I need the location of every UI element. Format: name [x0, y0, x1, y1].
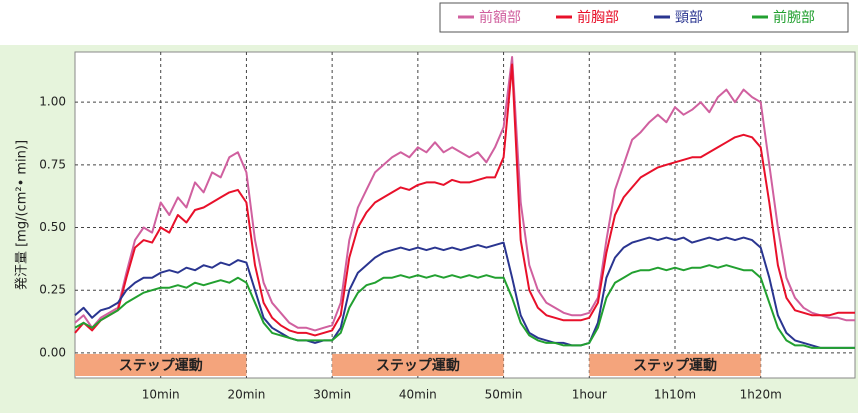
plot-area [74, 51, 856, 379]
legend-label: 前額部 [479, 9, 521, 26]
exercise-label: ステップ運動 [119, 357, 203, 374]
legend-label: 前胸部 [577, 9, 619, 26]
y-tick-label: 0.75 [39, 157, 66, 171]
legend-label: 頸部 [675, 10, 703, 26]
x-tick-label: 40min [399, 388, 437, 402]
exercise-label: ステップ運動 [633, 357, 717, 374]
y-tick-label: 0.50 [39, 220, 66, 234]
legend-label: 前腕部 [773, 9, 815, 26]
x-tick-label: 1h10m [654, 388, 696, 402]
x-tick-label: 50min [485, 388, 523, 402]
exercise-period [332, 353, 504, 376]
data-line [74, 264, 855, 349]
y-tick-label: 1.00 [39, 95, 66, 109]
y-tick-label: 0.00 [39, 345, 66, 359]
x-tick-label: 1hour [572, 388, 607, 402]
exercise-period [589, 353, 761, 376]
y-axis-label: 発汗量 [mg/(cm²• min)] [15, 140, 30, 290]
data-line [74, 236, 855, 349]
y-tick-label: 0.25 [39, 283, 66, 297]
x-tick-label: 10min [142, 388, 180, 402]
data-line [74, 63, 855, 337]
x-tick-label: 1h20m [740, 388, 782, 402]
x-tick-label: 20min [227, 388, 265, 402]
exercise-period [75, 353, 247, 376]
x-tick-label: 30min [313, 388, 351, 402]
data-line [74, 56, 855, 332]
legend [439, 2, 849, 33]
exercise-label: ステップ運動 [376, 357, 460, 374]
